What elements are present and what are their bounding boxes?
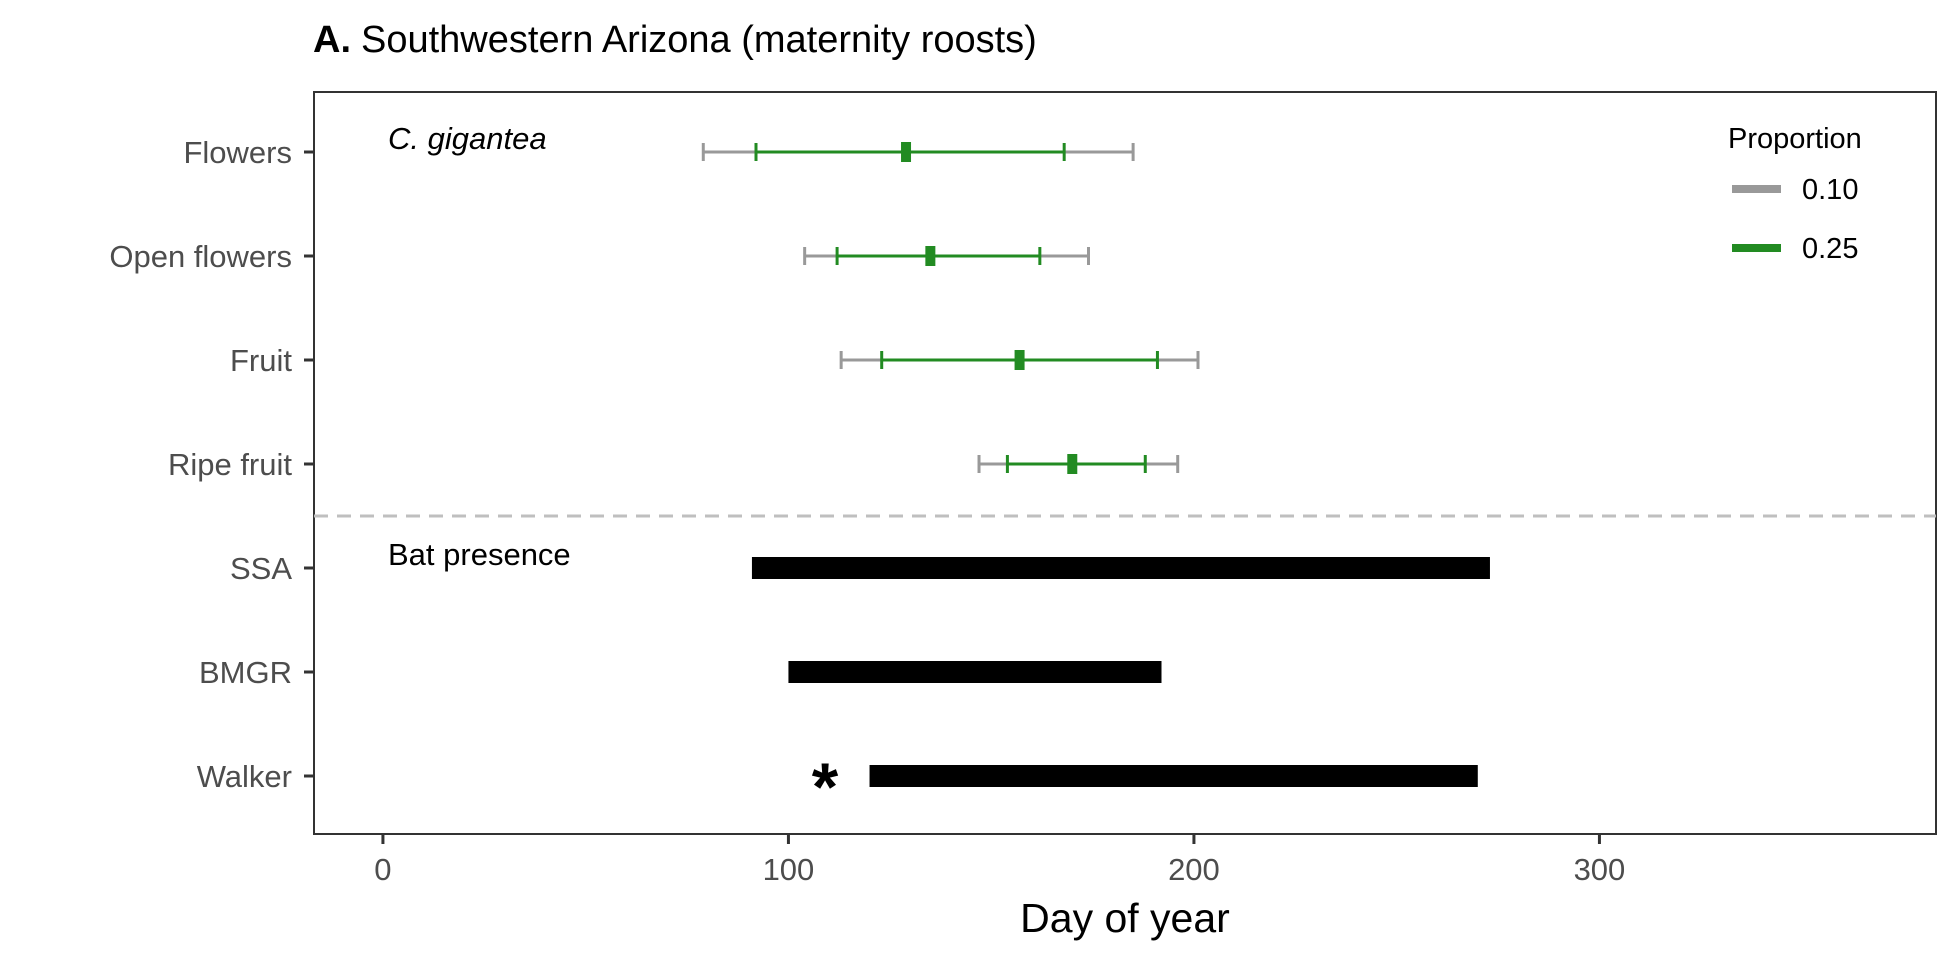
asterisk-annotation: * <box>812 749 839 825</box>
median-mark <box>1067 454 1078 474</box>
chart-title-text: Southwestern Arizona (maternity roosts) <box>361 19 1037 61</box>
y-tick-label: SSA <box>230 551 292 586</box>
x-axis-title: Day of year <box>1020 895 1230 941</box>
y-tick-label: Open flowers <box>109 239 292 274</box>
bat-presence-bar <box>788 661 1162 683</box>
bat-presence-bar <box>869 765 1478 787</box>
y-tick-label: BMGR <box>199 655 292 690</box>
bat-presence-annotation: Bat presence <box>388 537 571 572</box>
y-tick-label: Walker <box>197 759 292 794</box>
chart-title-prefix: A. <box>313 19 351 61</box>
x-axis: 0 100 200 300 <box>374 834 1625 887</box>
median-mark <box>1014 350 1025 370</box>
legend: Proportion 0.10 0.25 <box>1728 123 1862 265</box>
species-annotation: C. gigantea <box>388 121 547 156</box>
median-mark <box>925 246 936 266</box>
chart-title: A. Southwestern Arizona (maternity roosts… <box>313 19 1037 61</box>
legend-label: 0.10 <box>1802 174 1858 206</box>
x-tick-label: 0 <box>374 852 391 887</box>
data-marks: * <box>701 142 1490 825</box>
legend-title: Proportion <box>1728 123 1862 155</box>
y-axis: Flowers Open flowers Fruit Ripe fruit SSA BMG… <box>109 135 314 794</box>
y-tick-label: Ripe fruit <box>168 447 292 482</box>
interval-p25 <box>835 247 1042 265</box>
legend-label: 0.25 <box>1802 233 1858 265</box>
x-tick-label: 300 <box>1574 852 1626 887</box>
x-tick-label: 100 <box>763 852 815 887</box>
x-tick-label: 200 <box>1168 852 1220 887</box>
median-mark <box>901 142 912 162</box>
bat-presence-bar <box>751 557 1490 579</box>
y-tick-label: Flowers <box>183 135 292 170</box>
y-tick-label: Fruit <box>230 343 292 378</box>
